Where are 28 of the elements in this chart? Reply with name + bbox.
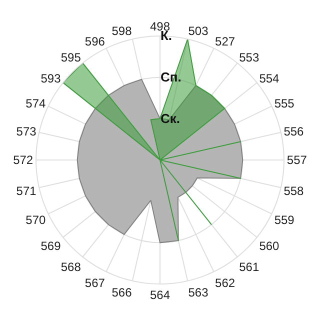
spoke-label: 554 [259,72,280,86]
spoke-label: 558 [284,184,304,198]
spoke-label: 553 [239,50,260,65]
spoke-label: 563 [188,285,209,300]
spoke-label: 574 [26,96,46,111]
spoke-label: 598 [112,24,132,38]
spoke-label: 573 [16,124,37,138]
y-tick-label: Ск. [160,110,180,126]
spoke-label: 595 [60,50,82,65]
spoke-label: 572 [13,153,34,168]
spoke-label: 571 [16,184,37,198]
spoke-label: 559 [274,213,295,228]
spoke-label: 527 [215,34,236,48]
spoke-label: 596 [84,34,106,48]
spoke-label: 555 [274,96,295,111]
spoke-label: 562 [215,276,236,290]
spoke-label: 593 [40,72,62,86]
spoke-label: 503 [188,24,209,38]
spoke-label: 568 [60,260,82,274]
spoke-label: 557 [286,153,308,168]
spoke-label: 561 [239,260,260,274]
spoke-label: 567 [84,276,106,290]
spoke-label: 570 [26,213,46,228]
spoke-label: 556 [284,124,304,138]
spoke-label: 564 [150,288,170,302]
spoke-label: 569 [40,238,62,253]
spoke-label: 566 [112,285,132,300]
spoke-label: 560 [259,238,280,253]
